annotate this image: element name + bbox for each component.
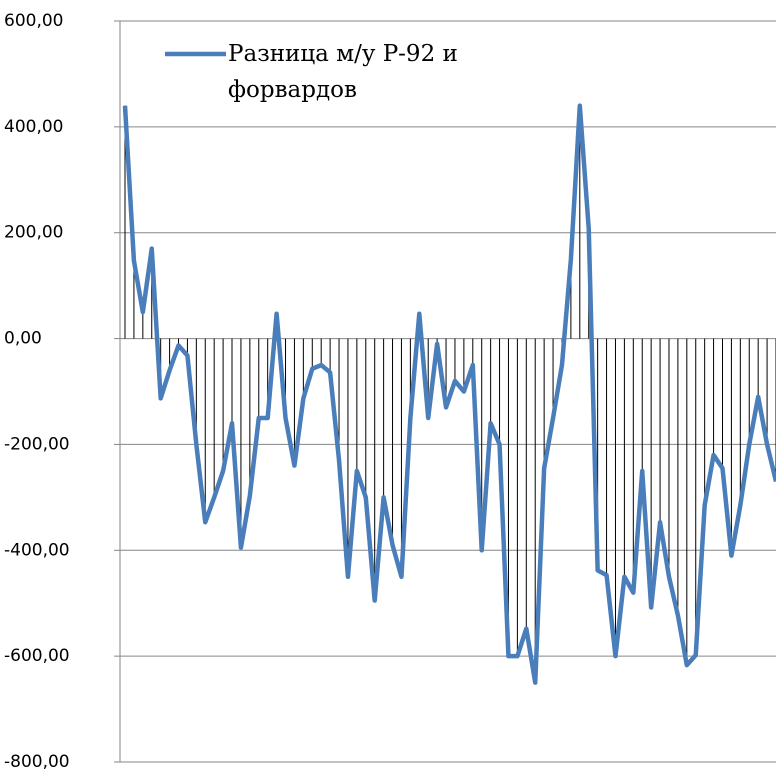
data-line [122,103,776,685]
y-tick-label: 0,00 [4,329,42,349]
y-tick-label: -800,00 [4,752,70,769]
y-tick-label: -400,00 [4,540,70,560]
y-tick-label: -200,00 [4,434,70,454]
y-tick-label: -600,00 [4,646,70,666]
legend-label: Разница м/у Р-92 и форвардов [228,41,458,103]
y-tick-label: 400,00 [4,117,63,137]
y-tick-label: 200,00 [4,223,63,243]
y-tick-label: 600,00 [4,11,63,31]
